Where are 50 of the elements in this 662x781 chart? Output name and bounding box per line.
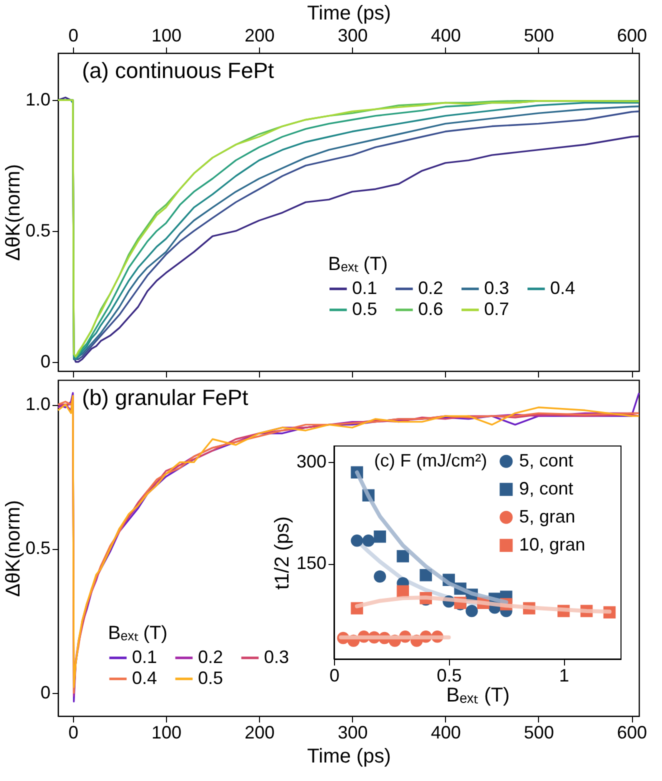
x-tick-label: 400 xyxy=(430,722,461,742)
y-tick-label: 0.5 xyxy=(25,538,50,558)
x-tick-label: 0 xyxy=(68,722,78,742)
x2-tick-label: 200 xyxy=(244,26,275,46)
legend-label: 0.3 xyxy=(264,646,289,667)
legend-label: 0.3 xyxy=(484,278,510,298)
legend-title: Bₑₓₜ (T) xyxy=(328,254,388,275)
legend-label: 10, gran xyxy=(519,534,586,554)
x2-tick-label: 0 xyxy=(68,26,78,46)
legend-label: 5, cont xyxy=(519,450,574,470)
x-tick-label: 0 xyxy=(329,666,340,686)
y-axis-title: ΔθK(norm) xyxy=(2,500,24,597)
x2-tick-label: 400 xyxy=(430,26,461,46)
x2-axis-title: Time (ps) xyxy=(307,2,391,24)
x-axis-title: Time (ps) xyxy=(307,746,391,768)
legend-label: 0.1 xyxy=(352,278,378,298)
y-axis-title: ΔθK(norm) xyxy=(2,164,24,261)
x2-tick-label: 600 xyxy=(617,26,648,46)
legend-label: 0.6 xyxy=(418,298,444,319)
y-tick-label: 0 xyxy=(40,682,50,702)
y-tick-label: 150 xyxy=(296,553,326,574)
legend-label: 0.7 xyxy=(484,298,510,319)
legend-label: 0.4 xyxy=(132,668,157,688)
legend-label: 5, gran xyxy=(519,506,576,526)
y-tick-label: 0.5 xyxy=(25,220,50,240)
x-axis-title: Bₑₓₜ (T) xyxy=(446,684,510,706)
x-tick-label: 300 xyxy=(338,722,368,742)
y-tick-label: 1.0 xyxy=(25,394,50,414)
legend-label: 0.4 xyxy=(550,278,576,298)
legend-label: 0.1 xyxy=(132,646,157,667)
x-tick-label: 0.5 xyxy=(436,666,462,686)
y-tick-label: 0 xyxy=(40,351,50,372)
legend-label: 0.5 xyxy=(352,298,378,319)
y-tick-label: 1.0 xyxy=(25,90,50,110)
legend-title: (c) F (mJ/cm²) xyxy=(374,450,488,470)
legend-label: 9, cont xyxy=(519,478,574,498)
legend-label: 0.2 xyxy=(418,278,444,298)
x2-tick-label: 300 xyxy=(338,26,368,46)
x-tick-label: 1 xyxy=(559,666,570,686)
x-tick-label: 200 xyxy=(244,722,275,742)
x-tick-label: 600 xyxy=(617,722,648,742)
x2-tick-label: 100 xyxy=(151,26,182,46)
x2-tick-label: 500 xyxy=(524,26,554,46)
legend-title: Bₑₓₜ (T) xyxy=(108,622,168,644)
chart-title: (b) granular FePt xyxy=(82,385,248,410)
y-axis-title: t1/2 (ps) xyxy=(271,516,294,590)
chart-title: (a) continuous FePt xyxy=(82,58,274,83)
x-tick-label: 500 xyxy=(524,722,554,742)
legend-label: 0.2 xyxy=(198,646,223,667)
x-tick-label: 100 xyxy=(151,722,182,742)
